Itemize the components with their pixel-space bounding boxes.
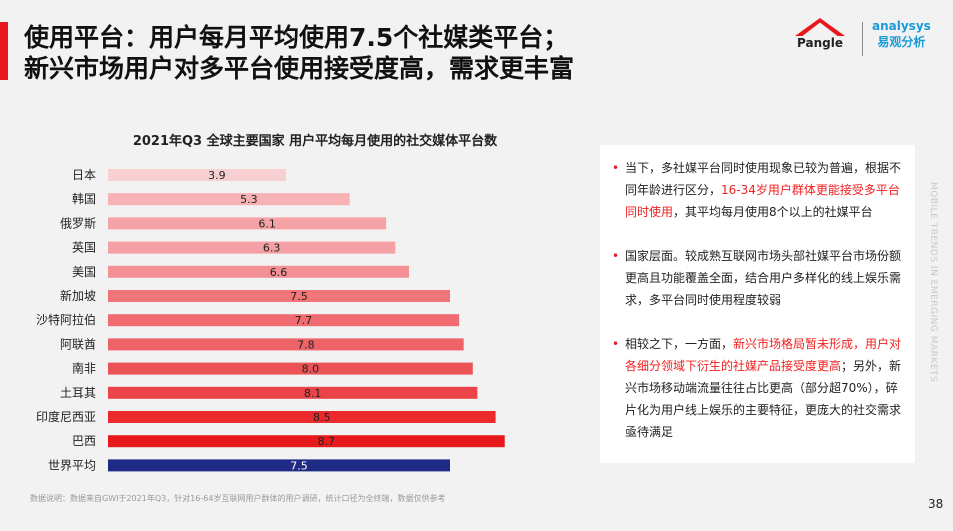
page-title: 使用平台：用户每月平均使用7.5个社媒类平台； 新兴市场用户对多平台使用接受度高… bbox=[24, 22, 574, 84]
bar bbox=[108, 193, 350, 206]
bar bbox=[108, 435, 505, 448]
bar bbox=[108, 169, 286, 181]
category-label: 美国 bbox=[72, 265, 96, 279]
bar bbox=[108, 217, 387, 230]
bullet-text: 国家层面。较成熟互联网市场头部社媒平台市场份额更高且功能覆盖全面，结合用户多样化… bbox=[625, 249, 902, 307]
data-label: 8.5 bbox=[313, 411, 331, 424]
analysys-logo: analysys 易观分析 bbox=[872, 18, 931, 50]
side-watermark-text: MOBILE TRENDS IN EMERGING MARKETS bbox=[928, 182, 938, 383]
data-label: 6.6 bbox=[270, 266, 288, 279]
category-label: 世界平均 bbox=[48, 458, 96, 472]
bar bbox=[108, 265, 409, 278]
bullet-text: ；另外，新兴市场移动端流量往往占比更高（部分超70%），碎片化为用户线上娱乐的主… bbox=[625, 359, 902, 439]
category-label: 沙特阿拉伯 bbox=[36, 312, 96, 327]
page-number: 38 bbox=[928, 497, 944, 511]
bullet-text: 相较之下，一方面， bbox=[625, 337, 734, 351]
bar bbox=[108, 290, 450, 302]
category-label: 英国 bbox=[72, 241, 96, 255]
data-label: 7.7 bbox=[295, 314, 313, 327]
pangle-logo-text: Pangle bbox=[797, 36, 843, 50]
data-label: 6.3 bbox=[263, 242, 281, 255]
data-label: 8.0 bbox=[302, 363, 320, 376]
bar bbox=[108, 459, 450, 472]
insight-panel: 当下，多社媒平台同时使用现象已较为普遍，根据不同年龄进行区分，16-34岁用户群… bbox=[600, 145, 915, 463]
data-label: 5.3 bbox=[240, 193, 258, 206]
data-label: 8.1 bbox=[304, 387, 322, 400]
data-label: 7.8 bbox=[297, 338, 315, 351]
category-label: 韩国 bbox=[72, 191, 96, 206]
bar bbox=[108, 338, 464, 351]
title-line-2: 新兴市场用户对多平台使用接受度高，需求更丰富 bbox=[24, 54, 575, 83]
category-label: 新加坡 bbox=[60, 288, 96, 303]
bar-chart: 日本 3.9 韩国 5.3 俄罗斯 6.1 英国 6.3 美国 6.6 新加坡 7.5 沙特阿拉伯 7.7… bbox=[36, 168, 505, 472]
category-label: 土耳其 bbox=[60, 386, 96, 400]
data-label: 7.5 bbox=[290, 290, 308, 303]
data-label: 6.1 bbox=[258, 217, 276, 230]
analysys-logo-en: analysys bbox=[872, 19, 931, 33]
data-label: 3.9 bbox=[208, 169, 226, 182]
bar bbox=[108, 241, 396, 254]
chart-title: 2021年Q3 全球主要国家 用户平均每月使用的社交媒体平台数 bbox=[132, 134, 498, 149]
insight-bullet: 当下，多社媒平台同时使用现象已较为普遍，根据不同年龄进行区分，16-34岁用户群… bbox=[612, 157, 905, 223]
title-line-1: 使用平台：用户每月平均使用7.5个社媒类平台； bbox=[24, 23, 569, 52]
logo-divider bbox=[862, 22, 863, 56]
bullet-text: ，其平均每月使用8个以上的社媒平台 bbox=[673, 205, 873, 219]
data-label: 8.7 bbox=[318, 435, 336, 448]
insight-bullet: 国家层面。较成熟互联网市场头部社媒平台市场份额更高且功能覆盖全面，结合用户多样化… bbox=[612, 245, 905, 311]
pangle-roof-icon bbox=[795, 18, 845, 36]
title-accent-bar bbox=[0, 22, 8, 80]
highlight-text: 16-34岁用户群体更能接受多平台同时使用 bbox=[625, 183, 900, 219]
data-label: 7.5 bbox=[290, 459, 308, 472]
bar bbox=[108, 362, 473, 375]
bar bbox=[108, 411, 496, 423]
bar bbox=[108, 386, 478, 399]
category-label: 印度尼西亚 bbox=[36, 409, 96, 424]
bullet-text: 当下，多社媒平台同时使用现象已较为普遍，根据不同年龄进行区分， bbox=[625, 161, 902, 197]
footnote: 数据说明：数据来自GWI于2021年Q3，针对16-64岁互联网用户群体的用户调… bbox=[30, 494, 446, 503]
category-label: 日本 bbox=[72, 168, 96, 182]
category-label: 巴西 bbox=[72, 434, 96, 448]
category-label: 南非 bbox=[72, 361, 96, 376]
insight-bullet: 相较之下，一方面，新兴市场格局暂未形成，用户对各细分领域下衍生的社媒产品接受度更… bbox=[612, 333, 905, 443]
highlight-text: 新兴市场格局暂未形成，用户对各细分领域下衍生的社媒产品接受度更高 bbox=[625, 337, 902, 373]
bar bbox=[108, 314, 460, 327]
pangle-logo: Pangle bbox=[790, 18, 850, 50]
category-label: 俄罗斯 bbox=[60, 216, 96, 230]
category-label: 阿联酋 bbox=[60, 336, 96, 351]
analysys-logo-cn: 易观分析 bbox=[877, 35, 926, 49]
